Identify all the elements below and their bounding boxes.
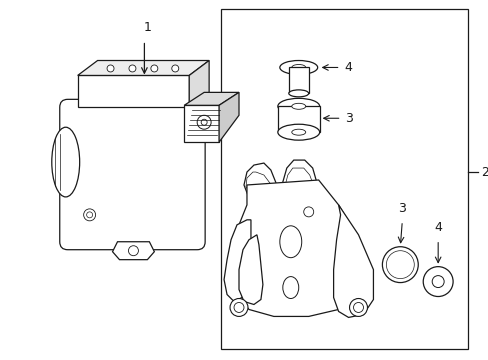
Polygon shape	[219, 93, 239, 142]
Polygon shape	[239, 235, 263, 305]
Text: 3: 3	[345, 112, 353, 125]
Text: 4: 4	[433, 221, 441, 234]
Ellipse shape	[423, 267, 452, 297]
Polygon shape	[184, 105, 219, 142]
Circle shape	[201, 119, 207, 125]
Circle shape	[353, 302, 363, 312]
Circle shape	[128, 246, 138, 256]
FancyBboxPatch shape	[60, 99, 205, 250]
Ellipse shape	[277, 98, 319, 114]
Circle shape	[129, 65, 136, 72]
Polygon shape	[288, 67, 308, 93]
Text: 1: 1	[143, 21, 151, 33]
Circle shape	[171, 65, 179, 72]
Polygon shape	[245, 172, 269, 197]
Ellipse shape	[288, 90, 308, 97]
Polygon shape	[184, 93, 239, 105]
Circle shape	[229, 298, 247, 316]
Ellipse shape	[279, 60, 317, 75]
Circle shape	[151, 65, 158, 72]
Polygon shape	[333, 205, 373, 318]
Ellipse shape	[386, 251, 413, 279]
Circle shape	[83, 209, 96, 221]
Ellipse shape	[291, 103, 305, 109]
Ellipse shape	[282, 276, 298, 298]
Polygon shape	[285, 168, 312, 195]
Polygon shape	[282, 160, 316, 200]
Circle shape	[303, 207, 313, 217]
Ellipse shape	[291, 129, 305, 135]
Polygon shape	[224, 220, 250, 301]
Circle shape	[349, 298, 366, 316]
Circle shape	[107, 65, 114, 72]
Ellipse shape	[391, 257, 407, 273]
Bar	[221, 9, 467, 349]
Polygon shape	[112, 242, 154, 260]
Ellipse shape	[277, 124, 319, 140]
Polygon shape	[78, 76, 189, 107]
Ellipse shape	[52, 127, 80, 197]
Circle shape	[86, 212, 92, 218]
Polygon shape	[189, 60, 209, 107]
Text: 2: 2	[480, 166, 488, 179]
Polygon shape	[244, 163, 276, 202]
Ellipse shape	[382, 247, 417, 283]
Polygon shape	[277, 106, 319, 132]
Ellipse shape	[431, 276, 443, 288]
Ellipse shape	[279, 226, 301, 258]
Circle shape	[234, 302, 244, 312]
Text: 4: 4	[344, 61, 352, 74]
Ellipse shape	[291, 64, 305, 71]
Circle shape	[197, 115, 211, 129]
Polygon shape	[78, 60, 209, 76]
Text: 3: 3	[398, 202, 406, 215]
Polygon shape	[234, 180, 358, 316]
